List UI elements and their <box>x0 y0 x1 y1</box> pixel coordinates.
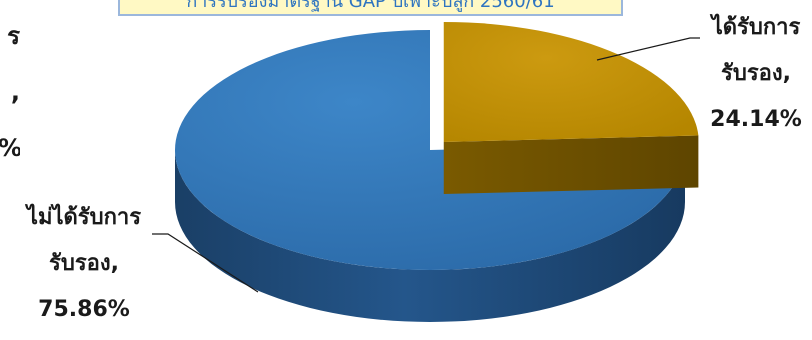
slice-label-1-line-1: ได้รับการ <box>710 13 801 40</box>
slice-label-2-line-1: ไม่ได้รับการ <box>25 203 141 230</box>
leader-line-1 <box>596 37 700 61</box>
slice-label-2-line-3: 75.86% <box>38 297 130 322</box>
clipped-left-label: ร , % <box>0 8 20 176</box>
slice-1-wall <box>443 135 699 195</box>
clipped-left-label-line-3: % <box>0 120 20 176</box>
leader-line-2 <box>152 233 259 293</box>
slice-label-1-line-3: 24.14% <box>710 107 802 132</box>
clipped-left-label-line-2: , <box>10 78 20 106</box>
slice-label-2-line-2: รับรอง, <box>49 251 119 276</box>
chart-title: การรับรองมาตรฐาน GAP ปีเพาะปลูก 2560/61 <box>118 0 623 16</box>
slice-1 <box>443 22 699 143</box>
slice-label-1-line-2: รับรอง, <box>721 61 791 86</box>
clipped-left-label-line-1: ร <box>7 22 20 50</box>
slice-2 <box>175 30 685 270</box>
slice-2-side <box>175 150 685 322</box>
